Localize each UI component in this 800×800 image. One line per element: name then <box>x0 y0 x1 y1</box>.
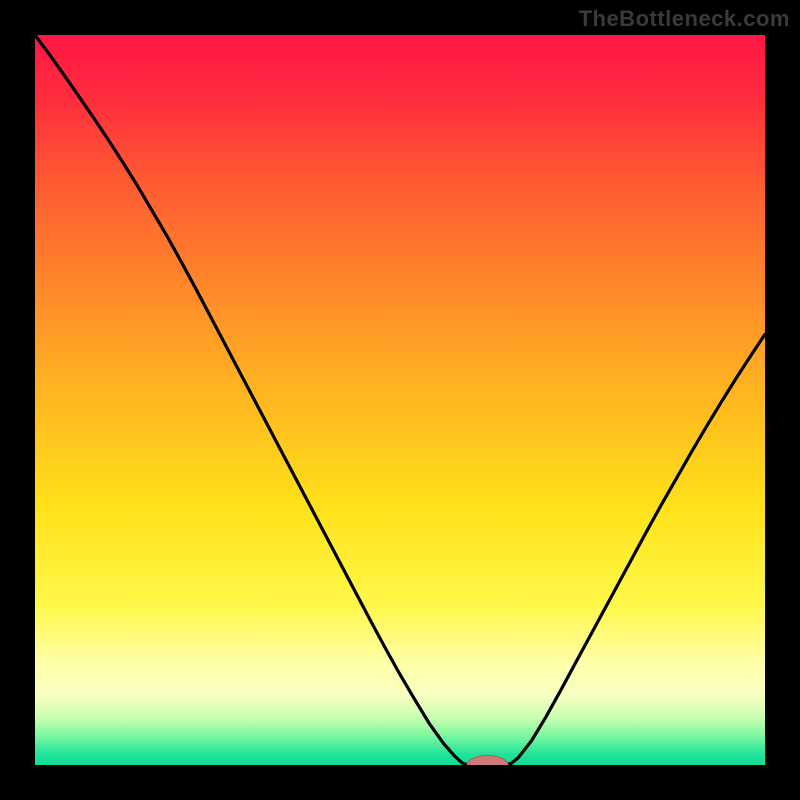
chart-background-gradient <box>35 35 765 765</box>
bottleneck-curve-chart <box>35 35 765 765</box>
chart-plot-area <box>35 35 765 765</box>
watermark-text: TheBottleneck.com <box>579 6 790 32</box>
